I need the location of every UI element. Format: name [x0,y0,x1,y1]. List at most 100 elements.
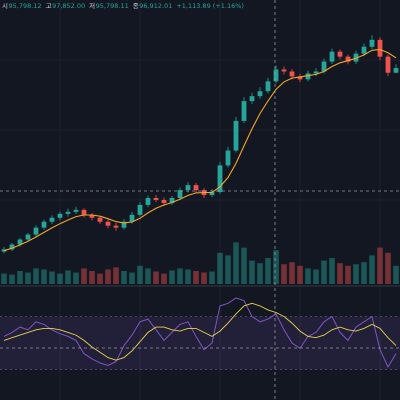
candle-body [337,51,343,57]
volume-bar [385,252,391,284]
candle-body [273,69,279,82]
volume-bar [377,247,383,284]
candle-body [249,96,255,102]
volume-bar [25,272,31,284]
volume-bar [169,270,175,284]
candle-body [193,185,199,191]
volume-bar [193,271,199,284]
candle-body [73,209,79,212]
candle-body [97,217,103,222]
volume-bar [297,265,303,284]
candle-body [209,192,215,196]
ohlc-value: 95,798.11 [96,2,129,10]
rsi-signal-line [3,302,397,361]
volume-bar [233,242,239,284]
candle-body [161,199,167,203]
candle-body [377,39,383,57]
rsi-line [3,297,397,368]
candle-body [241,101,247,121]
volume-bar [201,272,207,284]
candle-body [345,56,351,62]
candle-body [361,46,367,54]
candle-body [153,197,159,200]
candle-body [121,221,127,228]
candle-body [297,76,303,80]
volume-bar [289,262,295,284]
candle-body [49,217,55,222]
volume-bar [321,260,327,284]
volume-bar [305,268,311,284]
volume-bar [17,271,23,284]
candle-body [369,39,375,47]
candle-body [33,227,39,235]
ohlc-label: 종 [133,2,139,10]
volume-bar [49,271,55,284]
candle-body [217,165,223,193]
candle-body [57,213,63,218]
volume-bar [241,247,247,284]
volume-bar [33,268,39,284]
volume-bar [81,268,87,284]
volume-bar [177,268,183,284]
volume-bar [313,269,319,284]
candle-body [81,209,87,215]
volume-bar [105,269,111,284]
volume-bar [185,269,191,284]
candle-body [265,81,271,92]
volume-bar [89,271,95,284]
candle-body [185,185,191,191]
volume-bar [65,270,71,284]
volume-bar [153,271,159,284]
candle-body [329,51,335,62]
ohlc-label: 시 [2,2,8,10]
moving-average [3,48,397,252]
candle-body [313,71,319,74]
volume-bar [353,264,359,284]
candle-body [89,214,95,218]
candle-body [129,214,135,222]
volume-bar [209,271,215,284]
candle-body [169,197,175,203]
volume-bar [113,267,119,284]
candle-body [177,190,183,198]
volume-bar [1,273,7,284]
volume-bar [337,263,343,284]
volume-bar [281,264,287,284]
volume-bar [249,260,255,284]
candle-body [385,56,391,73]
volume-bar [145,268,151,284]
candle-body [305,73,311,80]
ohlc-header: 시 95,798.12 고 97,852.00 저 95,798.11 종 96,912.01… [2,1,244,10]
ohlc-label: 고 [46,2,52,10]
candle-body [289,71,295,77]
candle-body [257,91,263,97]
candle-body [225,150,231,166]
volume-bar [97,273,103,284]
volume-bar [73,272,79,284]
candle-body [393,68,399,73]
volume-bar [129,272,135,284]
volume-bar [9,274,15,284]
ohlc-value: 97,852.00 [52,2,85,10]
candle-body [41,221,47,228]
ohlc-label: 저 [89,1,95,10]
volume-bar [41,269,47,284]
ohlc-change: +1,113.89 (+1.16%) [176,2,244,10]
volume-bar [265,258,271,284]
ohlc-value: 95,798.12 [8,2,41,10]
volume-bar [121,271,127,284]
volume-bar [225,255,231,284]
volume-bar [369,255,375,284]
volume-bar [393,265,399,284]
candle-body [321,61,327,72]
volume-bar [345,265,351,284]
volume-bar [257,263,263,284]
volume-bar [329,258,335,284]
candle-body [25,234,31,240]
volume-bar [161,273,167,284]
volume-bar [57,273,63,284]
candle-body [233,120,239,151]
